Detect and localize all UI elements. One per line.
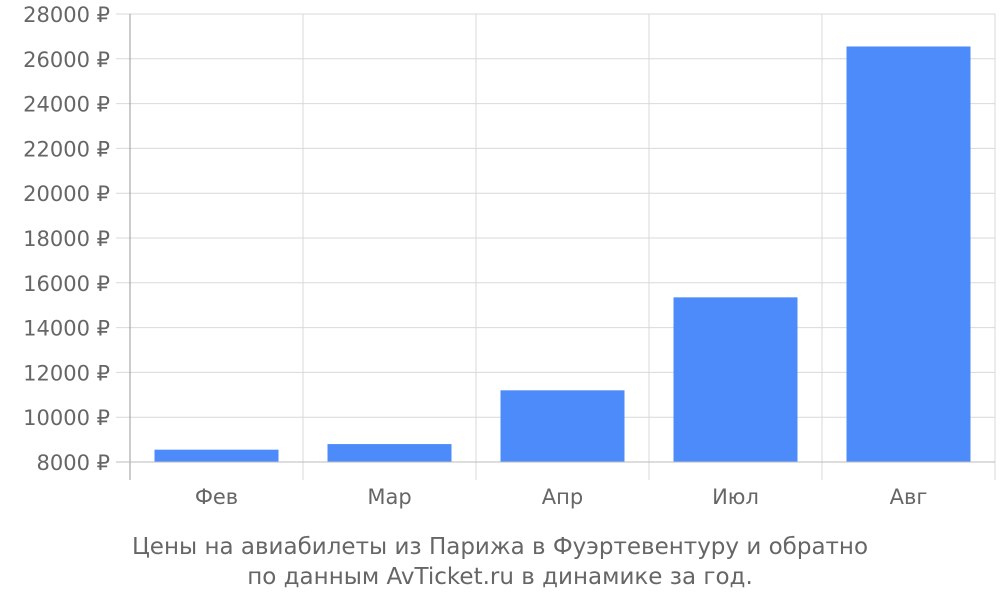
y-tick-label: 14000 ₽ [23,317,110,341]
chart-caption-line-1: Цены на авиабилеты из Парижа в Фуэртевен… [131,534,869,560]
y-tick-label: 20000 ₽ [23,182,110,206]
y-tick-label: 28000 ₽ [23,3,110,27]
y-tick-label: 8000 ₽ [37,451,110,475]
y-tick-label: 26000 ₽ [23,48,110,72]
x-tick-label: Апр [542,485,583,509]
x-tick-label: Фев [195,485,238,509]
x-tick-label: Июл [712,485,759,509]
y-tick-label: 12000 ₽ [23,361,110,385]
x-tick-label: Мар [367,485,411,509]
y-tick-label: 10000 ₽ [23,406,110,430]
bar [327,444,452,462]
x-tick-label: Авг [890,485,928,509]
bar [154,449,279,462]
chart-caption-line-2: по данным AvTicket.ru в динамике за год. [247,564,753,590]
bar-chart: 8000 ₽ 10000 ₽ 12000 ₽ 14000 ₽ 16000 ₽ 18000 … [23,3,996,509]
y-tick-label: 24000 ₽ [23,93,110,117]
bar [673,297,798,462]
y-tick-label: 22000 ₽ [23,137,110,161]
y-tick-label: 18000 ₽ [23,227,110,251]
y-tick-label: 16000 ₽ [23,272,110,296]
bar [500,390,625,462]
bar [846,46,971,462]
